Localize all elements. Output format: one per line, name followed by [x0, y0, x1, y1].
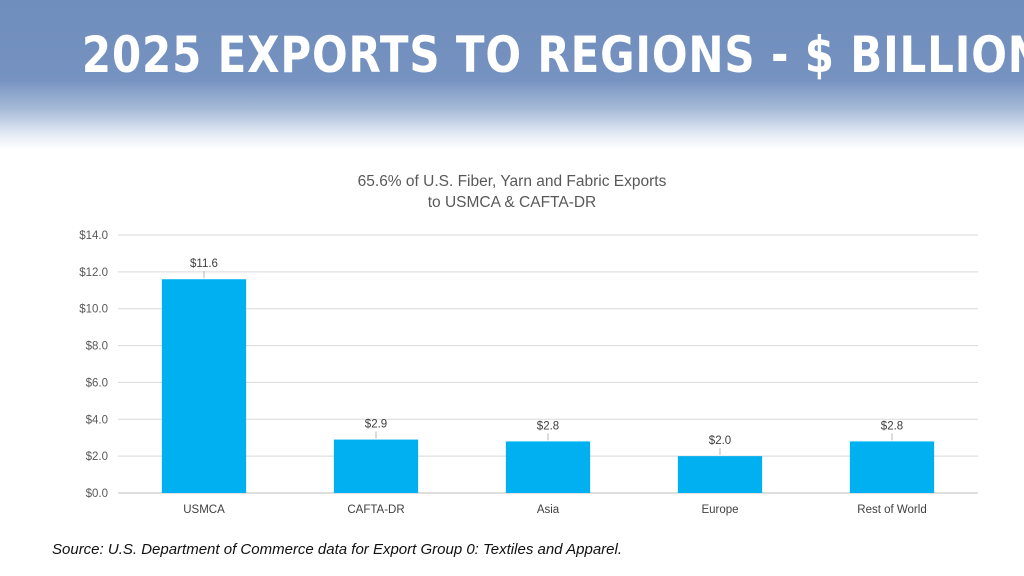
source-note: Source: U.S. Department of Commerce data… — [52, 541, 622, 558]
y-tick-label: $10.0 — [79, 304, 108, 316]
x-category-label: Asia — [537, 504, 560, 516]
x-category-label: USMCA — [183, 504, 225, 516]
data-labels: $11.6 $2.9 $2.8 $2.0 $2.8 — [190, 258, 903, 456]
x-category-label: CAFTA-DR — [347, 504, 404, 516]
data-label: $2.8 — [881, 420, 903, 432]
bar-chart: 65.6% of U.S. Fiber, Yarn and Fabric Exp… — [79, 173, 978, 516]
y-tick-label: $14.0 — [79, 230, 108, 242]
bars — [161, 279, 935, 493]
data-label: $11.6 — [190, 258, 218, 270]
y-tick-label: $2.0 — [86, 451, 108, 463]
bar-asia — [505, 441, 591, 493]
data-label: $2.8 — [537, 420, 559, 432]
x-category-label: Europe — [701, 504, 738, 516]
y-tick-label: $4.0 — [86, 414, 108, 426]
page-title: 2025 EXPORTS TO REGIONS - $ BILLIONS — [81, 26, 1024, 84]
title-banner — [0, 0, 1024, 150]
y-tick-label: $6.0 — [86, 377, 108, 389]
bar-rest-of-world — [849, 441, 935, 493]
chart-subtitle-line: 65.6% of U.S. Fiber, Yarn and Fabric Exp… — [358, 173, 667, 190]
y-tick-label: $12.0 — [79, 267, 108, 279]
x-category-label: Rest of World — [857, 504, 926, 516]
y-tick-label: $0.0 — [86, 488, 108, 500]
bar-europe — [677, 456, 763, 493]
chart-subtitle: 65.6% of U.S. Fiber, Yarn and Fabric Exp… — [358, 173, 667, 211]
y-axis-ticks: $0.0 $2.0 $4.0 $6.0 $8.0 $10.0 $12.0 $14.0 — [79, 230, 108, 500]
x-axis-categories: USMCA CAFTA-DR Asia Europe Rest of World — [183, 504, 926, 516]
chart-subtitle-line: to USMCA & CAFTA-DR — [428, 194, 597, 211]
data-label: $2.9 — [365, 419, 387, 431]
bar-usmca — [161, 279, 247, 493]
y-tick-label: $8.0 — [86, 341, 108, 353]
bar-cafta-dr — [333, 439, 419, 493]
data-label: $2.0 — [709, 435, 731, 447]
